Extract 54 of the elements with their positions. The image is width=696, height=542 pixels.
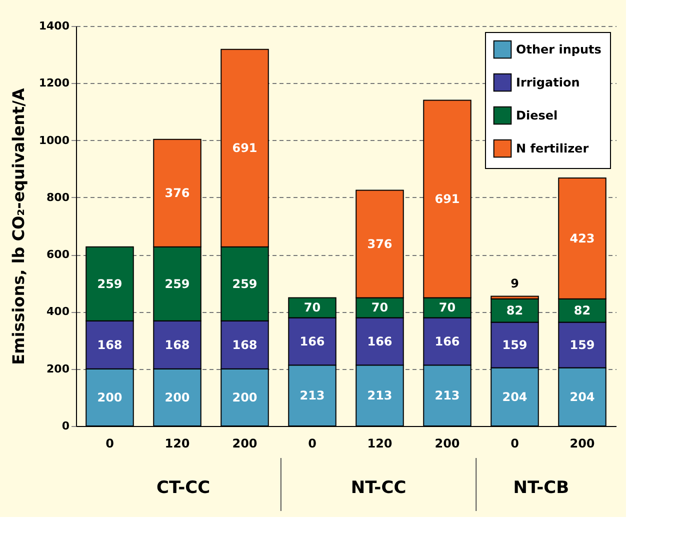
data-label: 82 bbox=[574, 304, 591, 318]
data-label: 691 bbox=[232, 141, 258, 156]
y-tick-label: 0 bbox=[62, 420, 70, 432]
data-label: 259 bbox=[164, 276, 190, 291]
legend-label: Other inputs bbox=[516, 42, 602, 56]
y-tick-label: 1000 bbox=[38, 134, 70, 147]
x-tick-label: 200 bbox=[570, 436, 595, 450]
data-label: 168 bbox=[232, 338, 258, 352]
data-label: 166 bbox=[367, 334, 392, 348]
x-tick-label: 0 bbox=[308, 436, 316, 450]
data-label: 423 bbox=[570, 231, 595, 246]
text: NT-CB bbox=[513, 478, 570, 498]
y-tick-label: 400 bbox=[46, 305, 70, 318]
y-tick-label: 1400 bbox=[38, 20, 70, 32]
x-tick-label: 200 bbox=[434, 436, 460, 450]
y-tick-label: 1200 bbox=[38, 76, 70, 90]
data-label: 168 bbox=[164, 338, 190, 352]
data-label: 204 bbox=[502, 390, 528, 404]
data-label: 200 bbox=[97, 390, 122, 404]
legend-label: Irrigation bbox=[516, 76, 580, 90]
data-label: 70 bbox=[371, 300, 388, 315]
data-label: 166 bbox=[434, 334, 460, 348]
legend-label: Diesel bbox=[516, 108, 558, 122]
data-label: 168 bbox=[97, 338, 122, 352]
data-label: 691 bbox=[434, 192, 460, 206]
x-tick-label: 0 bbox=[106, 436, 114, 450]
y-axis-title: Emissions, lb CO₂-equivalent/A bbox=[8, 88, 28, 365]
data-label: 213 bbox=[300, 388, 325, 403]
data-label: 159 bbox=[502, 338, 528, 352]
x-tick-label: 120 bbox=[164, 436, 190, 450]
data-label: 159 bbox=[570, 338, 595, 352]
data-label: 200 bbox=[164, 390, 190, 404]
data-label: 200 bbox=[232, 390, 258, 404]
text: NT-CC bbox=[350, 478, 406, 498]
data-label: 9 bbox=[510, 276, 519, 290]
data-label: 204 bbox=[570, 390, 595, 404]
legend-label: N fertilizer bbox=[516, 142, 589, 156]
text: CT-CC bbox=[156, 478, 210, 498]
x-tick-label: 0 bbox=[510, 436, 519, 450]
y-tick-label: 600 bbox=[46, 248, 70, 262]
data-label: 213 bbox=[367, 388, 392, 403]
x-tick-label: 120 bbox=[367, 436, 392, 450]
x-tick-label: 200 bbox=[232, 436, 258, 450]
y-tick-label: 200 bbox=[46, 362, 70, 376]
data-label: 259 bbox=[232, 276, 258, 291]
y-tick-label: 800 bbox=[46, 190, 70, 204]
data-label: 70 bbox=[438, 300, 456, 315]
data-label: 213 bbox=[434, 388, 460, 403]
data-label: 376 bbox=[164, 186, 190, 200]
data-label: 376 bbox=[367, 237, 392, 251]
data-label: 166 bbox=[300, 334, 325, 348]
data-label: 259 bbox=[97, 276, 122, 291]
data-label: 82 bbox=[506, 304, 524, 318]
data-label: 70 bbox=[304, 300, 321, 315]
